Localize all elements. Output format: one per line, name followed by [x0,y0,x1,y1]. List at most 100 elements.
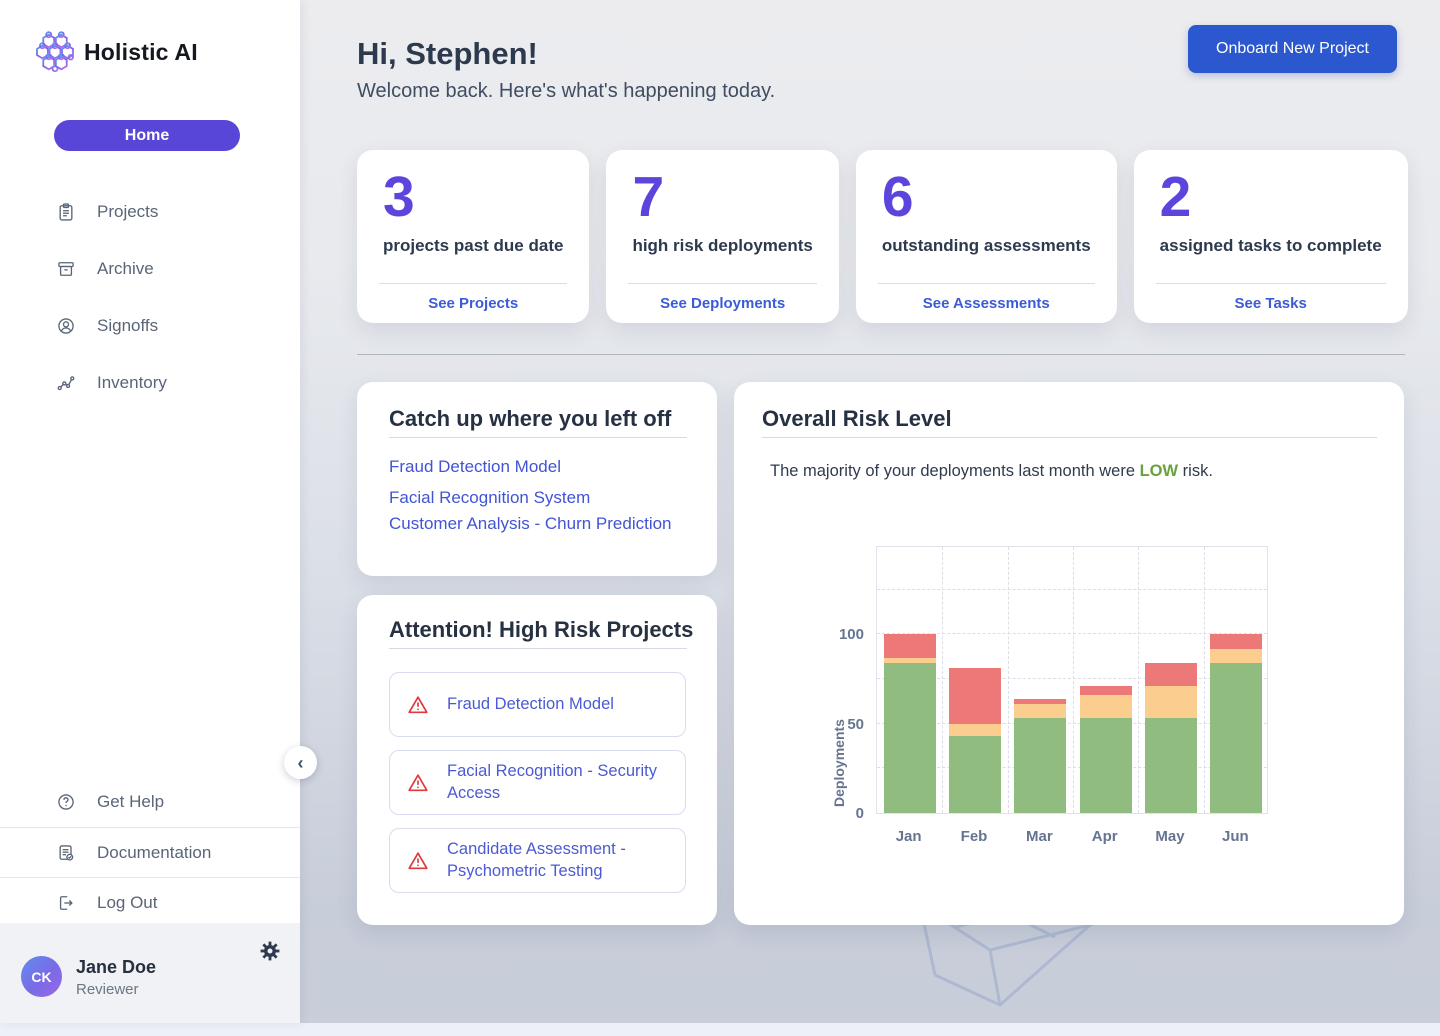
stat-value: 7 [632,165,665,229]
see-tasks-link[interactable]: See Tasks [1234,295,1307,312]
risk-message-suffix: risk. [1178,462,1213,480]
stat-label: high risk deployments [632,236,813,256]
clipboard-icon [59,202,73,221]
recent-project-link[interactable]: Customer Analysis - Churn Prediction [389,514,672,533]
stat-card-projects-past-due: 3 projects past due date See Projects [357,150,590,323]
high-risk-project-item[interactable]: Facial Recognition - Security Access [389,750,686,815]
bar-jan-medium-risk [883,657,936,663]
stat-value: 2 [1159,165,1192,229]
see-assessments-link[interactable]: See Assessments [922,295,1050,312]
bar-apr-low-risk [1079,718,1132,813]
sidebar-item-label: Projects [97,201,159,221]
stat-label: outstanding assessments [881,236,1091,256]
x-tick-may: May [1155,828,1185,845]
main-content: Hi, Stephen! Welcome back. Here's what's… [300,0,1440,1036]
sidebar-item-label: Get Help [97,792,165,811]
home-button[interactable]: Home [54,120,240,151]
risk-message-prefix: The majority of your deployments last mo… [770,462,1140,480]
stat-card-assigned-tasks: 2 assigned tasks to complete See Tasks [1133,150,1408,323]
risk-card-title: Overall Risk Level [762,406,952,431]
high-risk-project-link[interactable]: Candidate Assessment - Psychometric Test… [447,840,626,880]
chevron-left-icon: ‹ [297,752,304,773]
y-tick-0: 0 [855,805,864,822]
stat-value: 6 [881,165,914,229]
attention-title: Attention! High Risk Projects [389,617,694,642]
sidebar-item-get-help[interactable]: Get Help [0,777,300,827]
document-check-icon [59,844,74,861]
gridline [942,547,944,813]
high-risk-project-item[interactable]: Candidate Assessment - Psychometric Test… [389,828,686,893]
catch-up-title: Catch up where you left off [389,406,672,431]
x-tick-jan: Jan [895,828,922,845]
brand-logo-row: Holistic AI [34,30,198,74]
user-circle-icon [58,317,74,334]
warning-icon [408,851,428,869]
sidebar-item-projects[interactable]: Projects [0,183,300,240]
bar-jun-high-risk [1210,634,1263,649]
high-risk-project-link[interactable]: Facial Recognition - Security Access [447,762,658,802]
sidebar-item-label: Archive [97,258,154,278]
overall-risk-level-card: Overall Risk Level The majority of your … [734,382,1404,925]
gridline [877,722,1267,724]
risk-chart-plot [876,546,1268,814]
user-profile-area: CK Jane Doe Reviewer [0,923,300,1023]
see-projects-link[interactable]: See Projects [428,295,519,312]
title-divider [762,437,1377,438]
warning-icon [408,695,428,713]
stat-label: projects past due date [383,236,564,256]
bar-mar-medium-risk [1014,704,1067,719]
avatar[interactable]: CK [21,956,62,997]
recent-project-link[interactable]: Facial Recognition System [389,488,591,507]
risk-summary-message: The majority of your deployments last mo… [770,462,1213,481]
see-deployments-link[interactable]: See Deployments [660,295,786,312]
bar-may-medium-risk [1145,686,1197,719]
gridline [877,767,1267,769]
bar-feb-medium-risk [949,723,1001,737]
sidebar-collapse-button[interactable]: ‹ [284,746,317,779]
bar-feb-low-risk [949,736,1001,813]
x-tick-mar: Mar [1025,828,1053,845]
x-tick-jun: Jun [1221,828,1249,845]
holistic-ai-logo-icon [36,31,74,73]
bar-mar-high-risk [1014,698,1067,705]
recent-project-link[interactable]: Fraud Detection Model [389,457,561,476]
high-risk-project-link[interactable]: Fraud Detection Model [447,694,614,713]
sidebar-item-label: Signoffs [97,315,159,335]
bar-mar-low-risk [1014,718,1067,813]
y-tick-50: 50 [847,715,864,733]
sidebar-item-documentation[interactable]: Documentation [0,827,300,877]
user-role: Reviewer [76,981,139,998]
bar-jan-low-risk [883,662,936,813]
sidebar-nav: Projects Archive Signoffs Inventory [0,183,300,411]
onboard-new-project-button[interactable]: Onboard New Project [1188,25,1397,73]
sidebar: Holistic AI Home Projects Archive Signof… [0,0,300,1023]
gridline [1073,547,1074,813]
high-risk-project-item[interactable]: Fraud Detection Model [389,672,686,737]
gridline [877,588,1267,590]
sidebar-item-inventory[interactable]: Inventory [0,354,300,411]
page-title: Hi, Stephen! [357,36,538,71]
bar-jun-low-risk [1210,662,1263,813]
stat-card-outstanding-assessments: 6 outstanding assessments See Assessment… [855,150,1117,323]
bar-apr-medium-risk [1079,695,1132,719]
bar-may-high-risk [1145,662,1197,687]
stat-label: assigned tasks to complete [1159,236,1382,256]
sidebar-item-archive[interactable]: Archive [0,240,300,297]
bar-may-low-risk [1145,718,1197,813]
stat-value: 3 [383,165,415,229]
gear-icon[interactable] [258,939,282,963]
gridline [1007,547,1009,813]
x-tick-apr: Apr [1091,828,1118,845]
sidebar-item-log-out[interactable]: Log Out [0,877,300,927]
sidebar-item-label: Documentation [97,842,212,862]
page-subtitle: Welcome back. Here's what's happening to… [357,80,776,102]
brand-name: Holistic AI [84,38,198,65]
bottom-strip [0,1023,1440,1036]
bar-feb-high-risk [949,668,1001,724]
bar-jun-medium-risk [1210,648,1263,663]
sidebar-item-label: Inventory [97,372,167,392]
attention-list: Fraud Detection Model Facial Recognition… [389,672,686,893]
sidebar-item-signoffs[interactable]: Signoffs [0,297,300,354]
catch-up-links: Fraud Detection Model Facial Recognition… [389,458,672,533]
sidebar-footer: Get Help Documentation Log Out [0,777,300,927]
